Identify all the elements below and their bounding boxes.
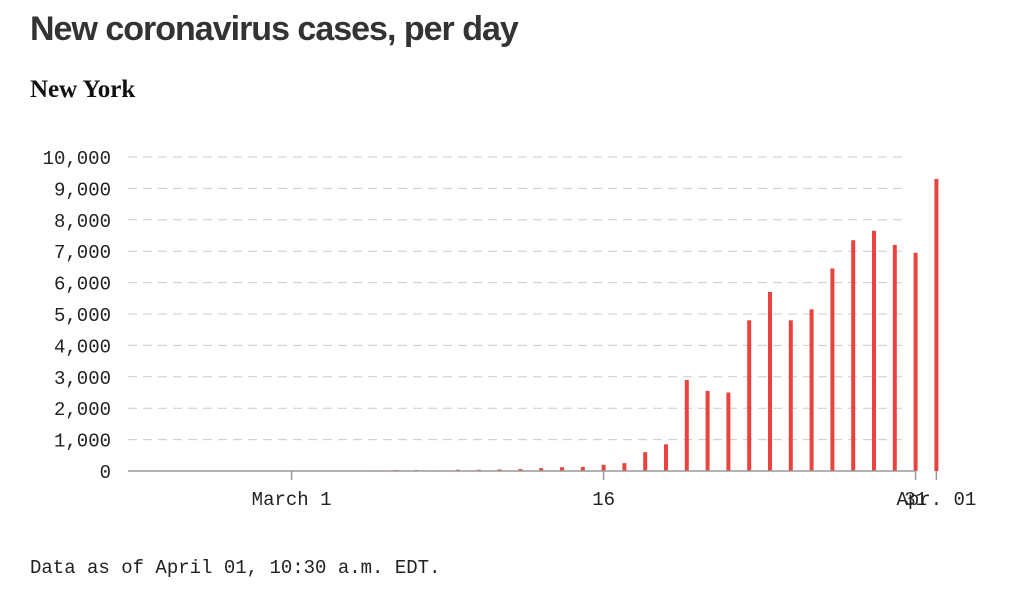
x-tick-label: 31 xyxy=(904,489,927,511)
bar xyxy=(892,244,897,471)
daily-cases-bar-chart: 0 1,000 2,000 3,000 4,000 5,000 6,000 7,000 8,00… xyxy=(43,148,977,511)
bar xyxy=(934,178,939,472)
bar xyxy=(622,463,627,471)
y-axis-labels: 0 1,000 2,000 3,000 4,000 5,000 6,000 7,000 8,00… xyxy=(43,148,111,484)
bar xyxy=(768,292,772,471)
data-timestamp-note: Data as of April 01, 10:30 a.m. EDT. xyxy=(30,557,441,579)
chart-subtitle: New York xyxy=(30,76,136,103)
bar xyxy=(726,392,731,471)
x-tick-label: 16 xyxy=(592,489,615,511)
y-tick-label: 3,000 xyxy=(54,368,111,390)
y-tick-label: 4,000 xyxy=(54,336,111,358)
bar xyxy=(643,452,648,471)
chart-title: New coronavirus cases, per day xyxy=(30,10,519,48)
bar xyxy=(684,379,689,471)
bar xyxy=(560,467,564,471)
bars xyxy=(352,178,939,472)
bar xyxy=(705,390,710,471)
bar xyxy=(809,309,814,471)
y-tick-label: 1,000 xyxy=(54,431,111,453)
bar xyxy=(788,320,793,471)
bar xyxy=(539,468,544,471)
bar xyxy=(872,230,876,471)
y-tick-label: 7,000 xyxy=(54,242,111,264)
y-tick-label: 0 xyxy=(100,462,111,484)
bar xyxy=(601,464,606,471)
gridlines xyxy=(128,156,908,441)
x-tick-label: March 1 xyxy=(252,489,332,511)
bar xyxy=(747,320,752,471)
bar xyxy=(497,469,502,471)
y-tick-label: 6,000 xyxy=(54,274,111,296)
bar xyxy=(664,444,668,471)
y-tick-label: 10,000 xyxy=(43,148,111,170)
bar xyxy=(851,240,856,471)
y-tick-label: 5,000 xyxy=(54,305,111,327)
y-tick-label: 8,000 xyxy=(54,211,111,233)
x-tick-label: Apr. 01 xyxy=(896,489,976,511)
y-tick-label: 2,000 xyxy=(54,399,111,421)
bar xyxy=(913,252,918,471)
bar xyxy=(580,466,585,471)
y-tick-label: 9,000 xyxy=(54,179,111,201)
bar xyxy=(518,469,523,471)
bar xyxy=(830,268,835,471)
